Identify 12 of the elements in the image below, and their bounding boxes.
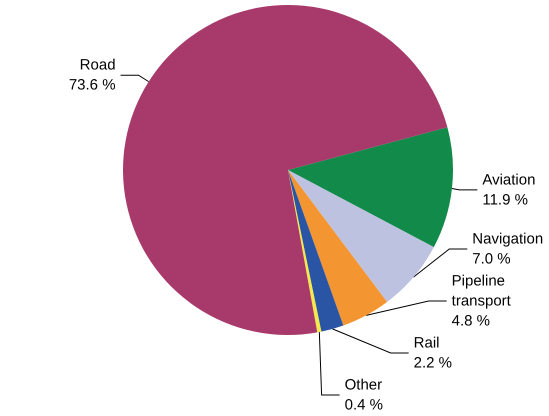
data-label: 7.0 %	[472, 250, 511, 268]
data-label: 2.2 %	[414, 354, 452, 372]
slice-label: Pipeline transport	[452, 272, 512, 310]
slice-label: Road	[80, 56, 116, 74]
slice-label: Aviation	[482, 171, 536, 188]
data-label: 11.9 %	[482, 191, 528, 208]
data-label: 4.8 %	[452, 312, 490, 330]
data-label: 73.6 %	[68, 76, 116, 94]
slice-label: Rail	[414, 334, 440, 352]
data-label: 0.4 %	[344, 396, 383, 414]
slice-label: Navigation	[472, 230, 544, 248]
slice-label: Other	[344, 376, 382, 394]
